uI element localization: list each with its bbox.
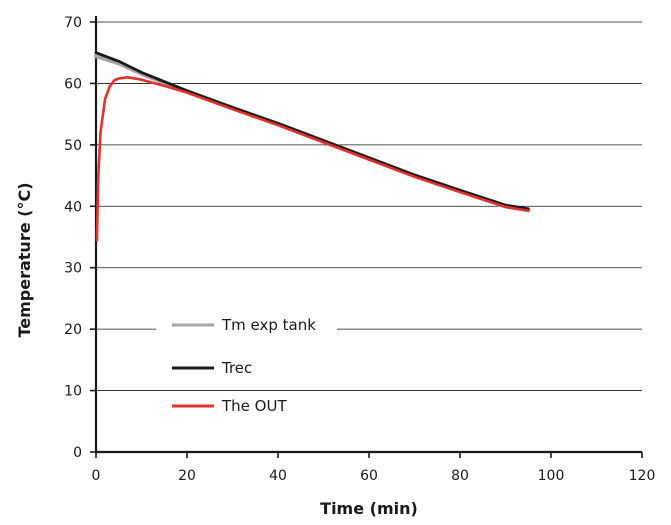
y-tick-label: 50 [64,138,82,154]
y-tick-label: 40 [64,199,82,215]
x-axis-title: Time (min) [320,499,418,518]
y-tick-label: 60 [64,76,82,92]
y-tick-label: 70 [64,15,82,31]
legend: Tm exp tank Trec The OUT [172,316,316,415]
x-tick-label: 40 [269,468,287,484]
legend-label-tm-exp-tank: Tm exp tank [221,316,316,334]
x-tick-label: 60 [360,468,378,484]
x-tick-label: 20 [178,468,196,484]
y-axis-title: Temperature (°C) [15,182,34,337]
x-tick-label: 120 [629,468,656,484]
y-axis-ticks: 0 10 20 30 40 50 60 70 [64,15,96,461]
x-tick-label: 80 [451,468,469,484]
legend-label-trec: Trec [221,359,252,377]
x-axis-ticks: 0 20 40 60 80 100 120 [92,452,656,484]
y-tick-label: 30 [64,261,82,277]
y-tick-label: 10 [64,384,82,400]
gridlines [96,21,642,391]
legend-label-the-out: The OUT [221,397,287,415]
x-tick-label: 100 [538,468,565,484]
y-tick-label: 0 [73,445,82,461]
series-lines [93,51,531,242]
axes [94,16,642,454]
x-tick-label: 0 [92,468,101,484]
y-tick-label: 20 [64,322,82,338]
series-line-the-out [95,76,530,242]
series-line-trec [94,51,530,211]
